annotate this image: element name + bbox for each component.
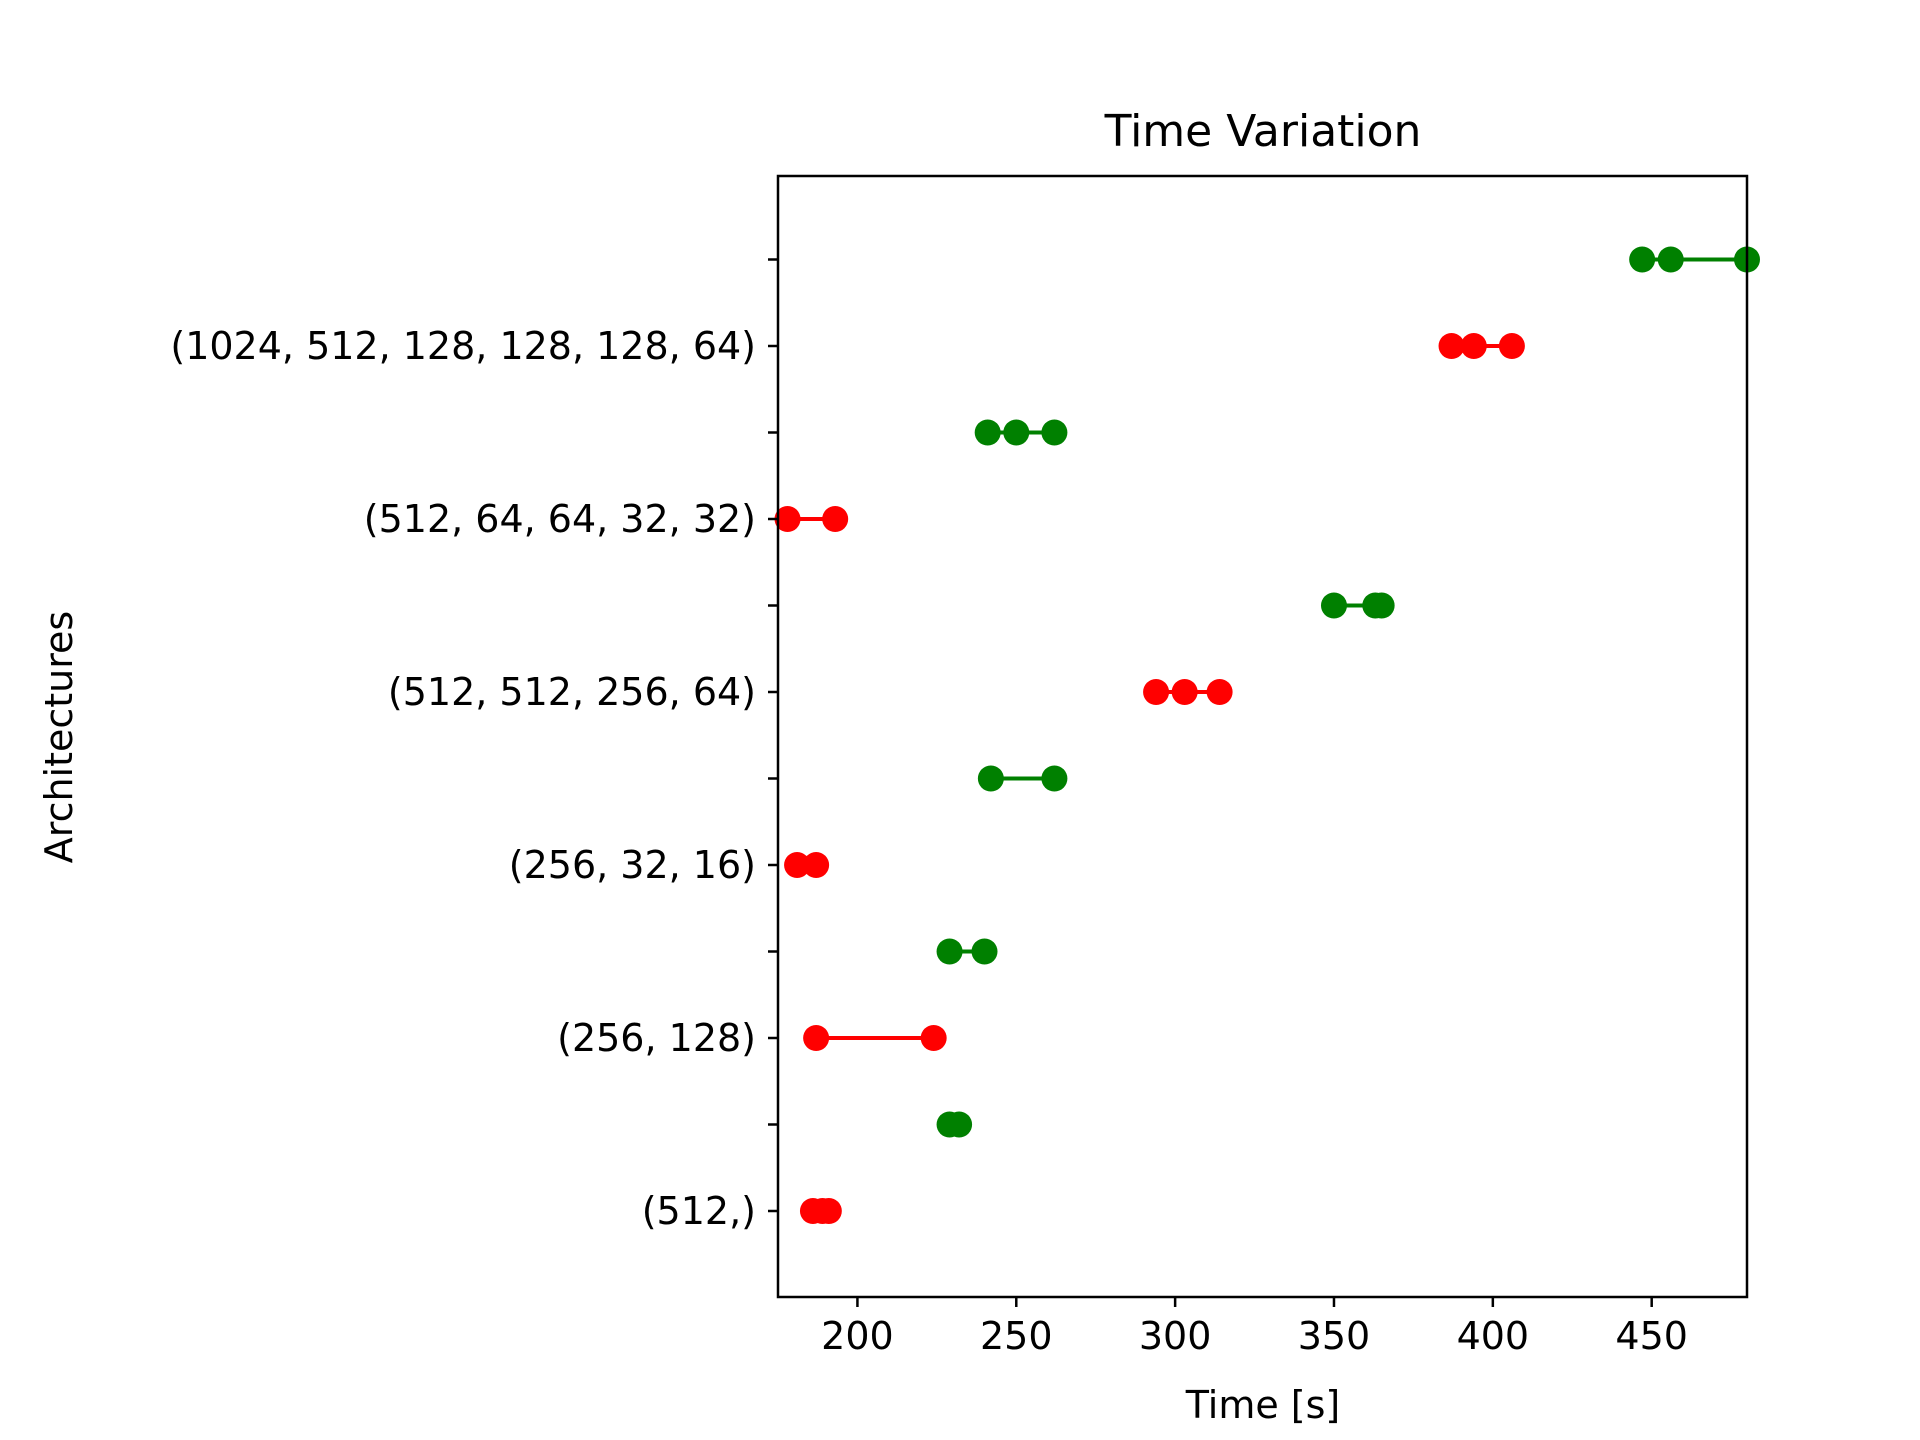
data-point	[971, 938, 998, 965]
data-point	[803, 852, 830, 878]
data-point	[1143, 679, 1170, 705]
data-point	[1438, 333, 1465, 359]
data-point	[1657, 246, 1684, 273]
y-axis-label: Architectures	[37, 611, 81, 863]
data-point	[784, 852, 811, 878]
data-point	[1498, 333, 1525, 359]
plot-frame	[776, 174, 1749, 1299]
y-tick-label: (512,)	[642, 1189, 756, 1233]
data-point	[1206, 679, 1233, 705]
data-point	[1460, 333, 1487, 359]
plot-area	[774, 174, 1760, 1299]
x-tick-label: 300	[1139, 1314, 1212, 1358]
x-axis-label: Time [s]	[1185, 1383, 1341, 1427]
data-point	[815, 1198, 842, 1224]
y-tick-label: (256, 32, 16)	[509, 843, 756, 887]
x-tick-label: 400	[1457, 1314, 1530, 1358]
x-tick-label: 450	[1615, 1314, 1688, 1358]
x-tick-label: 200	[821, 1314, 894, 1358]
data-point	[1041, 419, 1068, 446]
chart-title: Time Variation	[1104, 106, 1422, 157]
data-point	[936, 938, 963, 965]
y-tick-label: (256, 128)	[557, 1016, 756, 1060]
x-tick-label: 350	[1298, 1314, 1371, 1358]
data-point	[1171, 679, 1198, 705]
series-group	[774, 333, 1525, 1224]
data-point	[977, 765, 1004, 792]
data-point	[803, 1025, 830, 1051]
data-point	[974, 419, 1001, 446]
y-axis: (512,) (256, 128) (256, 32, 16) (512, 512, …	[170, 258, 778, 1233]
data-point	[1368, 592, 1395, 619]
data-point	[774, 506, 801, 532]
y-tick-label: (512, 512, 256, 64)	[388, 670, 756, 714]
data-point	[1003, 419, 1030, 446]
series-group	[936, 246, 1760, 1138]
data-marks	[774, 246, 1760, 1224]
y-tick-label: (1024, 512, 128, 128, 128, 64)	[170, 324, 756, 368]
x-axis: 200 250 300 350 400 450	[821, 1297, 1688, 1358]
data-point	[920, 1025, 947, 1051]
data-point	[946, 1111, 973, 1138]
y-tick-label: (512, 64, 64, 32, 32)	[364, 497, 756, 541]
x-tick-label: 250	[980, 1314, 1053, 1358]
data-point	[1320, 592, 1347, 619]
data-point	[1041, 765, 1068, 792]
data-point	[1629, 246, 1656, 273]
data-point	[822, 506, 849, 532]
